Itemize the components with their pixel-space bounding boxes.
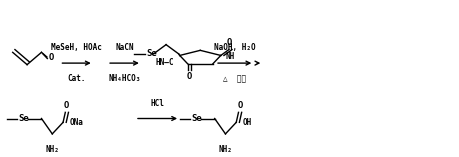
Text: O: O [187,72,192,81]
Text: Cat.: Cat. [67,74,86,83]
Text: MeSeH, HOAc: MeSeH, HOAc [51,43,102,52]
Text: Se: Se [146,49,157,58]
Text: NH₂: NH₂ [45,145,59,154]
Text: O: O [237,101,242,110]
Text: NH₄HCO₃: NH₄HCO₃ [108,74,140,83]
Text: HN–C: HN–C [155,58,174,68]
Text: NH: NH [225,52,235,61]
Text: HCl: HCl [151,99,164,108]
Text: NaOH, H₂O: NaOH, H₂O [214,43,256,52]
Text: O: O [227,38,232,47]
Text: O: O [64,101,69,110]
Text: NaCN: NaCN [115,43,134,52]
Text: NH₂: NH₂ [218,145,232,154]
Text: O: O [48,53,54,62]
Text: Se: Se [18,114,29,123]
Text: Se: Se [191,114,202,123]
Text: ONa: ONa [70,118,84,127]
Text: △  高压: △ 高压 [223,74,246,83]
Text: OH: OH [243,118,252,127]
